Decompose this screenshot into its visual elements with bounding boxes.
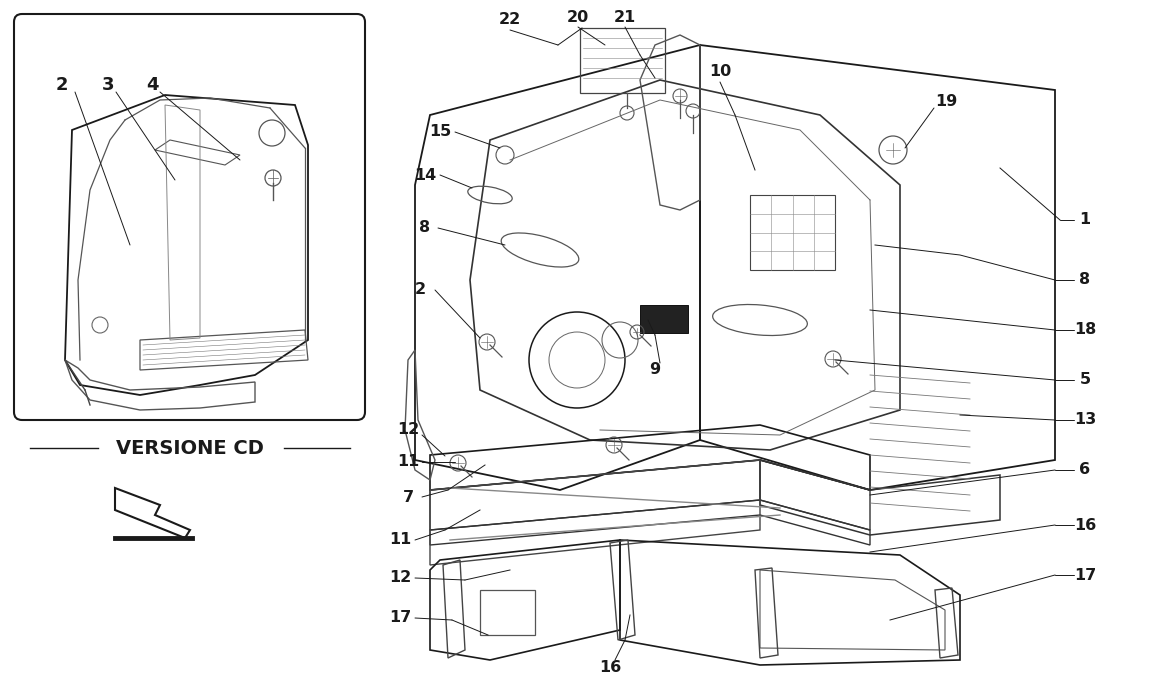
Text: VERSIONE CD: VERSIONE CD <box>116 438 264 458</box>
Text: 8: 8 <box>420 221 430 236</box>
Text: 2: 2 <box>414 283 426 298</box>
Text: 18: 18 <box>1074 322 1096 337</box>
Text: 12: 12 <box>389 570 412 585</box>
Text: 4: 4 <box>146 76 159 94</box>
Text: 15: 15 <box>429 124 451 139</box>
Text: 20: 20 <box>567 10 589 25</box>
Text: 9: 9 <box>650 363 660 378</box>
FancyBboxPatch shape <box>14 14 365 420</box>
Text: 7: 7 <box>402 490 414 505</box>
Text: 17: 17 <box>389 611 412 626</box>
Polygon shape <box>115 488 190 538</box>
Text: 2: 2 <box>55 76 68 94</box>
Text: 6: 6 <box>1080 462 1090 477</box>
Text: 13: 13 <box>1074 413 1096 428</box>
Text: 1: 1 <box>1080 212 1090 227</box>
Text: 22: 22 <box>499 12 521 27</box>
Text: 5: 5 <box>1080 372 1090 387</box>
Text: 12: 12 <box>397 423 419 438</box>
Text: 3: 3 <box>101 76 114 94</box>
Text: 16: 16 <box>599 660 621 675</box>
Text: 11: 11 <box>397 454 419 469</box>
Text: 14: 14 <box>414 167 436 182</box>
Text: 10: 10 <box>708 64 731 79</box>
Text: 11: 11 <box>389 533 412 548</box>
Text: 8: 8 <box>1080 273 1090 288</box>
Bar <box>750 195 835 270</box>
Bar <box>480 590 535 635</box>
Bar <box>580 28 665 93</box>
Text: 19: 19 <box>935 94 957 109</box>
Text: 17: 17 <box>1074 568 1096 583</box>
Text: 21: 21 <box>614 10 636 25</box>
Bar <box>641 305 688 333</box>
Text: 16: 16 <box>1074 518 1096 533</box>
